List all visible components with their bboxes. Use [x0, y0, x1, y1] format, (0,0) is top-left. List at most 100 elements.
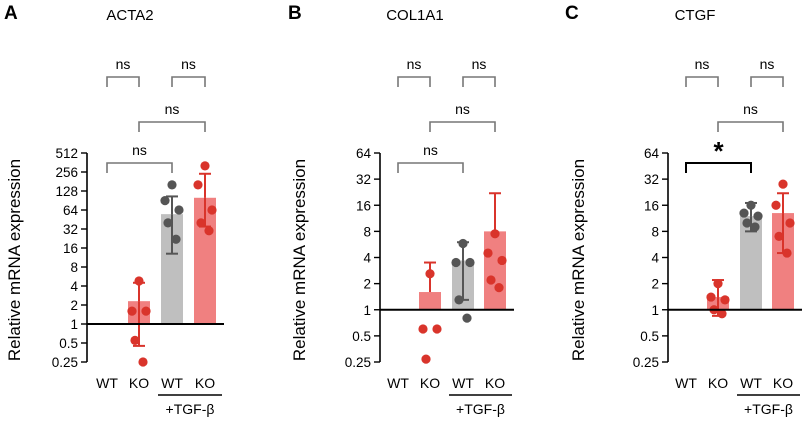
y-tick-label: 16 [356, 198, 371, 213]
y-tick-label: 64 [356, 146, 372, 161]
data-point [127, 306, 137, 316]
y-tick-label: 2 [363, 277, 371, 292]
data-point [418, 324, 428, 334]
significance-bracket [106, 162, 173, 173]
data-point [778, 179, 788, 189]
data-point [200, 161, 210, 171]
data-point [717, 309, 727, 319]
x-tick-label: WT [161, 375, 183, 391]
panel-ctgf: C CTGF Relative mRNA expression 0.25 0.5 1… [565, 3, 802, 417]
data-point [432, 324, 442, 334]
panel-col1a1: B COL1A1 Relative mRNA expression 0.25 0.… [288, 3, 514, 417]
y-tick-label: 4 [651, 251, 659, 266]
data-point [742, 218, 752, 228]
data-point [462, 313, 472, 323]
x-tick-label: KO [485, 375, 505, 391]
plot-area: 0.25 0.5 1 2 4 8 16 32 64 WT KO WT KO +TGF-β ns ns ns ns [345, 56, 514, 417]
significance-bracket [717, 121, 784, 132]
panel-title: COL1A1 [386, 7, 444, 24]
y-tick-label: 0.5 [59, 336, 78, 351]
panel-title: CTGF [675, 7, 716, 24]
significance-label: ns [455, 101, 470, 117]
data-point [720, 295, 730, 305]
significance-label: ns [181, 56, 196, 72]
data-point [451, 257, 461, 268]
y-tick-label: 256 [55, 165, 78, 180]
data-point [130, 335, 140, 345]
data-point [490, 229, 500, 239]
significance-label: ns [695, 56, 710, 72]
data-point [458, 238, 468, 249]
y-tick-label: 1 [363, 303, 371, 318]
y-tick-label: 4 [70, 279, 78, 294]
data-point [425, 269, 435, 279]
x-tick-label: KO [420, 375, 440, 391]
x-tick-label: KO [195, 375, 215, 391]
significance-label: ns [472, 56, 487, 72]
data-point [785, 218, 795, 228]
y-axis-label: Relative mRNA expression [5, 159, 24, 361]
x-tick-label: WT [675, 375, 697, 391]
data-point [193, 180, 203, 190]
significance-label: ns [743, 101, 758, 117]
data-point [421, 354, 431, 364]
data-point [134, 276, 144, 286]
significance-label: * [713, 136, 724, 166]
data-point [750, 222, 760, 232]
x-tick-label: KO [773, 375, 793, 391]
y-tick-label: 0.25 [345, 355, 371, 370]
y-tick-label: 8 [70, 260, 78, 275]
significance-bracket [138, 121, 206, 132]
x-tick-label: WT [740, 375, 762, 391]
plot-area: 0.25 0.5 1 2 4 8 16 32 64 WT KO WT KO +TGF-β ns ns ns * [633, 56, 802, 417]
significance-label: ns [116, 56, 131, 72]
y-tick-label: 16 [63, 241, 78, 256]
y-tick-label: 16 [644, 198, 659, 213]
y-tick-label: 128 [55, 184, 78, 199]
panel-letter: C [565, 3, 579, 24]
treatment-label: +TGF-β [456, 401, 505, 417]
y-tick-label: 64 [644, 146, 660, 161]
significance-label: ns [760, 56, 775, 72]
data-point [497, 255, 507, 266]
data-point [782, 248, 792, 258]
significance-bracket [171, 76, 206, 87]
x-tick-label: WT [452, 375, 474, 391]
data-point [138, 357, 148, 367]
y-axis-label: Relative mRNA expression [290, 159, 309, 361]
y-tick-label: 0.5 [352, 329, 371, 344]
plot-area: 0.25 0.5 1 2 4 8 16 32 64 128 256 512 WT KO WT KO +TGF-β… [52, 56, 224, 417]
data-point [713, 279, 723, 289]
data-point [207, 205, 217, 215]
data-point [706, 292, 716, 302]
bar [740, 216, 762, 310]
data-point [141, 306, 151, 316]
y-tick-label: 64 [63, 203, 79, 218]
y-tick-label: 32 [63, 222, 78, 237]
data-point [167, 180, 177, 190]
y-tick-label: 32 [644, 172, 659, 187]
significance-bracket [462, 76, 496, 87]
panel-letter: B [288, 3, 302, 24]
significance-label: ns [165, 101, 180, 117]
y-tick-label: 2 [70, 298, 78, 313]
treatment-label: +TGF-β [166, 401, 215, 417]
significance-bracket [429, 121, 496, 132]
y-tick-label: 0.25 [633, 355, 659, 370]
x-tick-label: KO [129, 375, 149, 391]
data-point [771, 200, 781, 210]
data-point [204, 226, 214, 236]
y-axis-label: Relative mRNA expression [569, 159, 588, 361]
data-point [486, 275, 496, 285]
data-point [774, 231, 784, 242]
data-point [465, 257, 475, 268]
y-tick-label: 8 [651, 224, 659, 239]
significance-bracket [750, 76, 784, 87]
y-tick-label: 2 [651, 277, 659, 292]
y-tick-label: 0.25 [52, 355, 78, 370]
significance-bracket [397, 162, 464, 173]
panel-acta2: A ACTA2 Relative mRNA expression 0.25 0.5… [4, 3, 224, 417]
y-tick-label: 32 [356, 172, 371, 187]
y-tick-label: 1 [70, 317, 78, 332]
